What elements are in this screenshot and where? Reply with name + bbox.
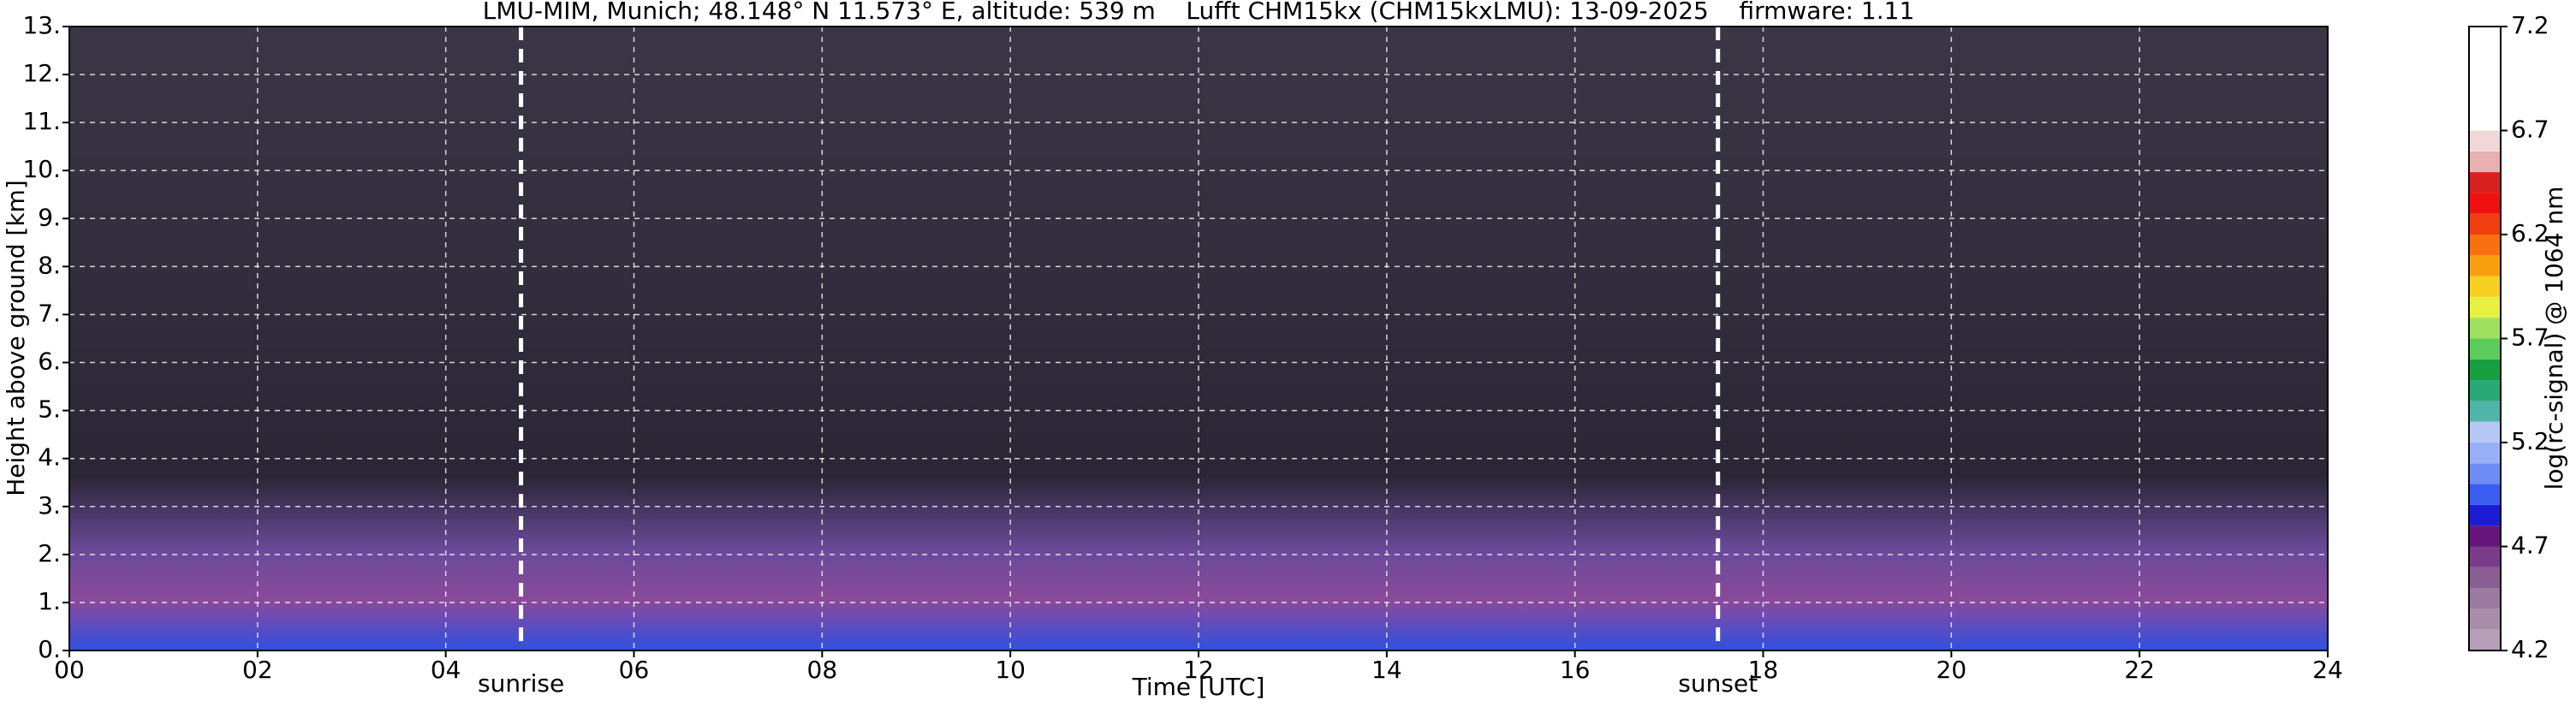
y-tick-label: 10. <box>22 155 61 183</box>
annotation-label: sunrise <box>478 669 564 698</box>
x-tick-label: 14 <box>1371 656 1402 684</box>
y-tick-label: 9. <box>38 203 61 231</box>
y-tick-label: 8. <box>38 251 61 279</box>
y-tick-label: 7. <box>38 299 61 327</box>
colorbar-segment <box>2469 130 2501 152</box>
y-tick-label: 2. <box>38 539 61 567</box>
y-tick-label: 4. <box>38 443 61 472</box>
colorbar-tick-label: 7.2 <box>2511 11 2549 39</box>
plot-frame <box>68 26 2329 651</box>
colorbar-segment <box>2469 629 2501 651</box>
colorbar-segment <box>2469 172 2501 193</box>
colorbar-segment <box>2469 27 2501 131</box>
colorbar-segment <box>2469 421 2501 443</box>
colorbar-segment <box>2469 193 2501 214</box>
x-tick-label: 06 <box>619 656 650 684</box>
x-tick-label: 18 <box>1748 656 1779 684</box>
colorbar-segment <box>2469 463 2501 484</box>
y-tick-label: 3. <box>38 491 61 520</box>
x-axis-label: Time [UTC] <box>1132 673 1265 701</box>
x-tick-label: 10 <box>995 656 1026 684</box>
colorbar-segment <box>2469 609 2501 630</box>
colorbar-segment <box>2469 213 2501 235</box>
colorbar-segment <box>2469 296 2501 318</box>
y-tick-label: 1. <box>38 587 61 615</box>
colorbar-segment <box>2469 380 2501 401</box>
colorbar-segment <box>2469 588 2501 609</box>
colorbar-tick-label: 5.7 <box>2511 324 2549 352</box>
x-tick-label: 12 <box>1183 656 1214 684</box>
colorbar-segment <box>2469 526 2501 547</box>
x-tick-label: 08 <box>807 656 838 684</box>
colorbar-segment <box>2469 484 2501 505</box>
y-tick-label: 11. <box>22 107 61 135</box>
y-axis-label: Height above ground [km] <box>2 180 30 496</box>
x-tick-label: 22 <box>2124 656 2155 684</box>
colorbar-segment <box>2469 276 2501 297</box>
y-tick-label: 13. <box>22 11 61 39</box>
y-tick-label: 12. <box>22 59 61 87</box>
chart-title: LMU-MIM, Munich; 48.148° N 11.573° E, al… <box>483 0 1915 25</box>
colorbar-tick-label: 5.2 <box>2511 427 2549 455</box>
colorbar-segment <box>2469 567 2501 589</box>
colorbar-segment <box>2469 338 2501 359</box>
colorbar-tick-label: 6.7 <box>2511 116 2549 144</box>
y-tick-label: 0. <box>38 635 61 663</box>
y-tick-label: 5. <box>38 395 61 424</box>
colorbar-tick-label: 4.7 <box>2511 532 2549 560</box>
x-tick-label: 00 <box>54 656 85 684</box>
x-tick-label: 04 <box>431 656 461 684</box>
colorbar-segment <box>2469 546 2501 567</box>
y-tick-label: 6. <box>38 348 61 376</box>
colorbar-segment <box>2469 318 2501 339</box>
colorbar-segment <box>2469 443 2501 464</box>
colorbar-segment <box>2469 504 2501 526</box>
x-tick-label: 02 <box>242 656 273 684</box>
colorbar-tick-label: 6.2 <box>2511 219 2549 247</box>
colorbar-segment <box>2469 401 2501 422</box>
colorbar-segment <box>2469 359 2501 381</box>
x-tick-label: 24 <box>2312 656 2343 684</box>
x-tick-label: 20 <box>1936 656 1967 684</box>
colorbar-segment <box>2469 255 2501 276</box>
x-tick-label: 16 <box>1560 656 1591 684</box>
annotation-label: sunset <box>1678 669 1758 698</box>
colorbar-label: log(rc-signal) @ 1064 nm <box>2540 187 2568 490</box>
colorbar-segment <box>2469 235 2501 256</box>
colorbar-tick-label: 4.2 <box>2511 635 2549 663</box>
colorbar-segment <box>2469 151 2501 173</box>
